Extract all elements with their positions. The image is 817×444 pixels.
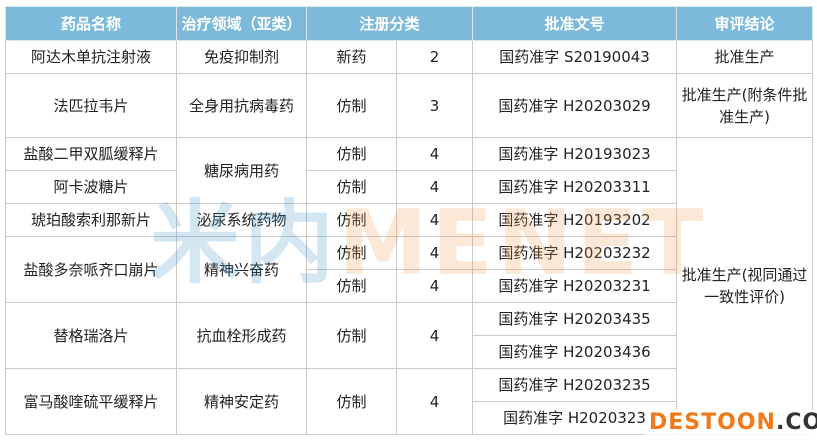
table-cell: 仿制 <box>306 236 397 270</box>
table-cell: 4 <box>395 203 474 237</box>
table-cell: 仿制 <box>306 302 397 369</box>
table-cell: 盐酸多奈哌齐口崩片 <box>5 236 177 303</box>
table-cell: 仿制 <box>306 203 397 237</box>
table-cell: 泌尿系统药物 <box>176 203 307 237</box>
column-header: 治疗领域（亚类） <box>176 6 307 41</box>
table-cell: 4 <box>395 269 474 303</box>
table-cell: 批准生产(视同通过一致性评价) <box>676 137 814 435</box>
table-cell: 新药 <box>306 40 397 74</box>
table-cell: 国药准字 H20193202 <box>472 203 678 237</box>
table-cell: 替格瑞洛片 <box>5 302 177 369</box>
table-cell: 国药准字 H20203232 <box>472 236 678 270</box>
table-cell: 国药准字 H20203029 <box>472 73 678 138</box>
watermark-destoon: DESTOON.COM <box>645 410 817 435</box>
table-cell: 4 <box>395 368 474 435</box>
table-row: 国药准字 H20203436 <box>6 335 813 369</box>
column-header: 审评结论 <box>676 6 814 41</box>
table-row: 国药准字 H2020323 <box>6 401 813 435</box>
table-cell: 国药准字 H20203311 <box>472 170 678 204</box>
table-cell: 仿制 <box>306 269 397 303</box>
table-cell: 免疫抑制剂 <box>176 40 307 74</box>
table-cell: 国药准字 H20203435 <box>472 302 678 336</box>
column-header: 注册分类 <box>305 6 474 41</box>
table-cell: 批准生产(附条件批准生产) <box>676 73 814 138</box>
table-cell: 国药准字 H20193023 <box>472 137 678 171</box>
table-cell: 精神安定药 <box>176 368 307 435</box>
table-row: 仿制 4 国药准字 H20203231 <box>6 269 813 303</box>
table-cell: 仿制 <box>306 73 397 138</box>
table-cell: 国药准字 S20190043 <box>472 40 678 74</box>
table-cell: 阿达木单抗注射液 <box>5 40 177 74</box>
table-cell: 全身用抗病毒药 <box>176 73 307 138</box>
table-cell: 国药准字 H2020323 <box>472 401 678 435</box>
table-row: 盐酸二甲双胍缓释片 糖尿病用药 仿制 4 国药准字 H20193023 批准生产(视同通过… <box>5 137 814 435</box>
table-row: 法匹拉韦片 全身用抗病毒药 仿制 3 国药准字 H20203029 批准生产(附条件批准生… <box>5 73 814 138</box>
table-cell: 抗血栓形成药 <box>176 302 307 369</box>
table-cell: 国药准字 H20203235 <box>472 368 678 402</box>
table-cell: 盐酸二甲双胍缓释片 <box>5 137 177 171</box>
table-cell: 阿卡波糖片 <box>5 170 177 204</box>
table-cell: 仿制 <box>306 368 397 435</box>
table-row: 琥珀酸索利那新片 泌尿系统药物 仿制 4 国药准字 H20193202 <box>5 203 813 237</box>
table-cell: 4 <box>395 137 474 171</box>
header-row: 药品名称 治疗领域（亚类） 注册分类 批准文号 审评结论 <box>5 6 814 41</box>
table-cell: 国药准字 H20203231 <box>472 269 678 303</box>
drug-approval-table: 药品名称 治疗领域（亚类） 注册分类 批准文号 审评结论 阿达木单抗注射液 免疫抑制剂 新药… <box>5 6 814 435</box>
table-cell: 4 <box>395 302 474 369</box>
table-cell: 仿制 <box>306 137 397 171</box>
table-cell: 批准生产 <box>676 40 814 74</box>
table-cell: 国药准字 H20203436 <box>472 335 678 369</box>
table-cell: 精神兴奋药 <box>176 236 307 303</box>
column-header: 批准文号 <box>472 6 678 41</box>
table-cell: 4 <box>395 236 474 270</box>
table-cell: 4 <box>395 170 474 204</box>
table-cell: 仿制 <box>306 170 397 204</box>
table-cell: 法匹拉韦片 <box>5 73 177 138</box>
table-cell: 3 <box>395 73 474 138</box>
table-row: 富马酸喹硫平缓释片 精神安定药 仿制 4 国药准字 H20203235 <box>5 368 813 435</box>
table-cell: 富马酸喹硫平缓释片 <box>5 368 177 435</box>
table-row: 替格瑞洛片 抗血栓形成药 仿制 4 国药准字 H20203435 <box>5 302 813 369</box>
table-cell: 2 <box>395 40 474 74</box>
table-cell: 糖尿病用药 <box>176 137 307 204</box>
table-row: 盐酸多奈哌齐口崩片 精神兴奋药 仿制 4 国药准字 H20203232 <box>5 236 813 303</box>
column-header: 药品名称 <box>5 6 177 41</box>
table-cell: 琥珀酸索利那新片 <box>5 203 177 237</box>
table-row: 阿达木单抗注射液 免疫抑制剂 新药 2 国药准字 S20190043 批准生产 <box>5 40 814 74</box>
